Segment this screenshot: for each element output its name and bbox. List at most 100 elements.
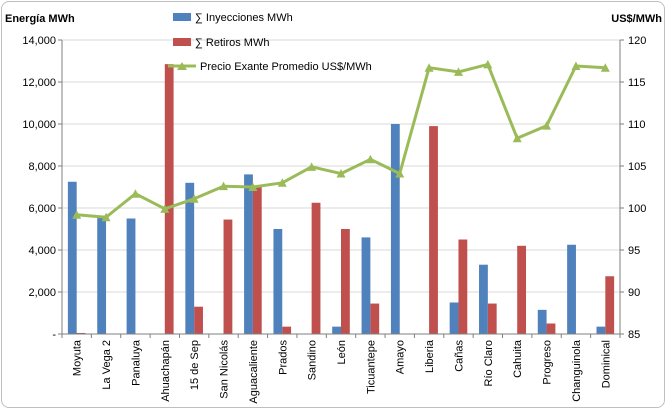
bar-inyecciones: [97, 216, 107, 334]
price-marker: [483, 59, 493, 69]
bar-inyecciones: [596, 326, 606, 334]
price-marker: [189, 194, 199, 203]
bar-retiros: [311, 202, 321, 334]
series-precio: [72, 59, 610, 222]
left-tick-label: 10,000: [22, 119, 56, 131]
bar-retiros: [429, 126, 438, 334]
left-axis-title: Energía MWh: [5, 13, 75, 25]
bar-inyecciones: [244, 174, 253, 334]
price-marker: [395, 169, 405, 178]
left-axis-ticks: - 2,000 4,000 6,000 8,000 10,000 12,000 14,000: [22, 35, 56, 341]
price-marker: [277, 178, 287, 187]
left-tick-label: 14,000: [22, 35, 56, 47]
bar-inyecciones: [449, 302, 459, 334]
bar-retiros: [546, 323, 556, 334]
left-tick-label: 12,000: [22, 77, 56, 89]
right-axis-title: US$/MWh: [611, 13, 662, 25]
legend-swatch-retiros: [173, 38, 191, 46]
bar-inyecciones: [537, 309, 547, 334]
legend-label-precio: Precio Exante Promedio US$/MWh: [200, 61, 372, 73]
category-label: Changuinola: [571, 339, 583, 402]
bar-inyecciones: [67, 181, 77, 334]
category-label: Sandino: [307, 340, 319, 380]
axes: [58, 39, 624, 338]
price-marker: [101, 212, 111, 222]
right-tick-label: 85: [628, 329, 640, 341]
legend-swatch-inyecciones: [173, 13, 191, 21]
price-marker: [571, 61, 581, 71]
left-tick-label: -: [52, 329, 56, 341]
left-tick-label: 8,000: [28, 161, 56, 173]
price-marker: [248, 182, 258, 191]
category-label: Cahuita: [512, 339, 524, 378]
category-label: Dominical: [600, 340, 612, 388]
category-label: Prados: [277, 340, 289, 375]
bar-inyecciones: [185, 182, 195, 334]
bar-retiros: [458, 239, 468, 334]
category-label: Ticuantepe: [365, 340, 377, 394]
bar-retiros: [194, 306, 203, 334]
price-marker: [336, 169, 346, 178]
bar-inyecciones: [332, 326, 341, 334]
price-marker: [72, 210, 82, 219]
series-retiros: [76, 64, 615, 335]
bar-inyecciones: [567, 244, 576, 334]
bar-retiros: [282, 326, 292, 334]
right-tick-label: 100: [628, 203, 646, 215]
bar-retiros: [341, 229, 350, 334]
right-tick-label: 115: [628, 77, 646, 89]
right-tick-label: 90: [628, 287, 640, 299]
category-label: San Nicolás: [219, 340, 231, 399]
price-marker: [219, 181, 229, 191]
bar-retiros: [223, 219, 233, 334]
category-label: Ahuachapán: [160, 340, 172, 402]
price-marker: [130, 189, 140, 198]
price-marker: [542, 121, 552, 130]
legend-label-inyecciones: ∑ Inyecciones MWh: [195, 12, 293, 24]
bar-inyecciones: [479, 264, 488, 334]
series-inyecciones: [67, 124, 606, 334]
legend-label-retiros: ∑ Retiros MWh: [195, 37, 269, 49]
category-label: Panaluya: [130, 339, 142, 386]
bar-retiros: [605, 276, 615, 334]
bar-retiros: [517, 245, 527, 334]
legend-marker-precio: [177, 62, 187, 70]
gridlines: [62, 39, 620, 293]
price-marker: [160, 204, 170, 213]
category-label: La Vega 2: [101, 340, 113, 390]
left-tick-label: 2,000: [28, 287, 56, 299]
legend: ∑ Inyecciones MWh ∑ Retiros MWh Precio E…: [168, 12, 372, 73]
price-marker: [512, 133, 522, 143]
category-label: Cañas: [453, 340, 465, 372]
category-label: León: [336, 340, 348, 364]
right-tick-label: 110: [628, 119, 646, 131]
category-label: Río Claro: [483, 340, 495, 386]
category-label: Progreso: [542, 340, 554, 385]
price-marker: [424, 63, 434, 72]
category-label: Liberia: [424, 339, 436, 373]
right-tick-label: 120: [628, 35, 646, 47]
category-label: Moyuta: [72, 339, 84, 376]
category-label: Aguacaliente: [248, 340, 260, 404]
price-marker: [453, 67, 463, 76]
price-marker: [365, 154, 375, 164]
bar-inyecciones: [361, 237, 371, 334]
price-marker: [307, 162, 317, 171]
right-tick-label: 105: [628, 161, 646, 173]
bar-retiros: [76, 332, 86, 334]
bar-retiros: [370, 303, 380, 334]
left-tick-label: 4,000: [28, 245, 56, 257]
bar-inyecciones: [273, 229, 283, 334]
left-tick-label: 6,000: [28, 203, 56, 215]
right-tick-label: 95: [628, 245, 640, 257]
price-marker: [600, 63, 610, 72]
category-label: Amayo: [395, 340, 407, 374]
category-label: 15 de Sep: [189, 340, 201, 390]
bar-retiros: [164, 64, 174, 335]
category-labels: Moyuta La Vega 2 Panaluya Ahuachapán 15 de S…: [72, 339, 613, 403]
bar-inyecciones: [390, 124, 400, 334]
bar-inyecciones: [126, 218, 136, 334]
bar-retiros: [487, 303, 497, 334]
